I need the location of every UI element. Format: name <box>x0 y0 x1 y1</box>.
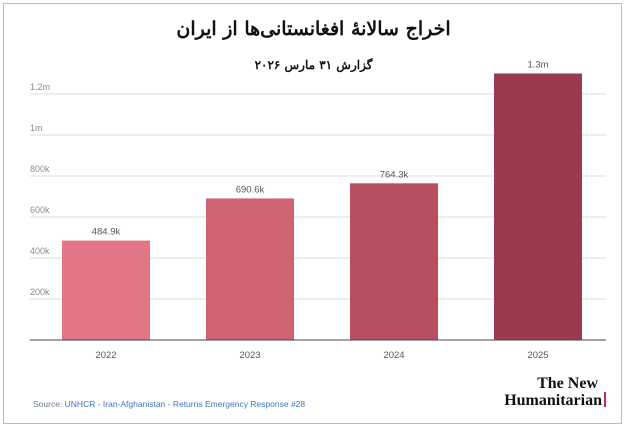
bar-value-label: 1.3m <box>527 60 548 71</box>
chart-title: اخراج سالانهٔ افغانستانی‌ها از ایران <box>176 18 451 40</box>
y-tick-label: 200k <box>30 287 50 297</box>
bar-value-label: 484.9k <box>92 227 121 238</box>
bar-value-label: 690.6k <box>236 184 265 195</box>
logo-line-1: The New <box>537 375 598 392</box>
logo-accent-bar <box>604 392 606 407</box>
x-tick-label: 2022 <box>95 350 116 361</box>
source-note: Source: UNHCR - Iran-Afghanistan - Retur… <box>33 399 305 409</box>
y-tick-label: 800k <box>30 164 50 174</box>
x-tick-label: 2023 <box>239 350 260 361</box>
y-tick-label: 1.2m <box>30 82 50 92</box>
publisher-logo: The New Humanitarian <box>0 376 606 409</box>
bar[interactable] <box>494 73 582 341</box>
bar[interactable] <box>206 198 294 340</box>
y-tick-label: 400k <box>30 246 50 256</box>
x-tick-label: 2025 <box>527 350 548 361</box>
source-prefix: Source: <box>33 399 65 409</box>
bar[interactable] <box>350 183 438 340</box>
y-tick-label: 600k <box>30 205 50 215</box>
bar-value-label: 764.3k <box>380 169 409 180</box>
chart-subtitle: گزارش ۳۱ مارس ۲۰۲۶ <box>254 58 373 72</box>
logo-line-2: Humanitarian <box>504 392 602 409</box>
source-link[interactable]: UNHCR - Iran-Afghanistan - Returns Emerg… <box>64 399 306 409</box>
x-tick-label: 2024 <box>383 350 404 361</box>
bar[interactable] <box>62 240 150 340</box>
y-tick-label: 1m <box>30 123 43 133</box>
